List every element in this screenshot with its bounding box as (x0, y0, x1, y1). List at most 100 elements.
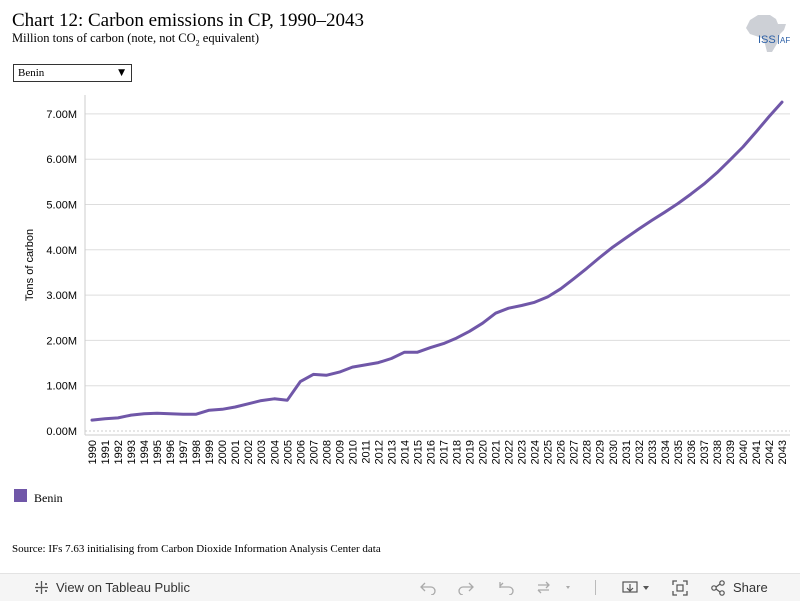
data-point[interactable] (481, 321, 485, 325)
x-tick-label: 2031 (621, 440, 633, 464)
legend-label-benin: Benin (34, 491, 63, 505)
data-point[interactable] (389, 357, 393, 361)
refresh-icon[interactable] (535, 580, 575, 595)
data-point[interactable] (546, 295, 550, 299)
axes (84, 95, 790, 436)
data-point[interactable] (728, 158, 732, 162)
y-tick-label: 6.00M (46, 154, 77, 166)
x-tick-label: 2043 (777, 440, 789, 464)
data-point[interactable] (559, 287, 563, 291)
data-point[interactable] (376, 361, 380, 365)
data-point[interactable] (142, 412, 146, 416)
data-point[interactable] (272, 397, 276, 401)
y-tick-label: 5.00M (46, 200, 77, 212)
y-tick-labels: 0.00M 1.00M 2.00M 3.00M 4.00M 5.00M 6.00M 7.00M (46, 109, 77, 438)
data-point[interactable] (220, 407, 224, 411)
revert-icon[interactable] (497, 580, 515, 595)
data-point[interactable] (780, 100, 784, 104)
line-chart: 0.00M 1.00M 2.00M 3.00M 4.00M 5.00M 6.00M 7.00M… (24, 95, 790, 464)
data-point[interactable] (337, 370, 341, 374)
data-point[interactable] (428, 346, 432, 350)
data-point[interactable] (533, 300, 537, 304)
data-point[interactable] (702, 182, 706, 186)
data-point[interactable] (585, 266, 589, 270)
x-tick-label: 2032 (634, 440, 646, 464)
y-axis-label: Tons of carbon (24, 229, 36, 301)
toolbar-separator (595, 580, 596, 595)
data-point[interactable] (468, 329, 472, 333)
data-point[interactable] (90, 418, 94, 422)
data-point[interactable] (663, 210, 667, 214)
x-tick-label: 1990 (87, 440, 99, 464)
data-point[interactable] (676, 202, 680, 206)
x-tick-label: 2026 (556, 440, 568, 464)
tableau-logo-icon[interactable] (34, 580, 49, 595)
data-point[interactable] (285, 398, 289, 402)
fullscreen-icon[interactable] (672, 580, 688, 596)
data-point[interactable] (637, 227, 641, 231)
data-point[interactable] (650, 218, 654, 222)
share-button[interactable]: Share (733, 580, 768, 595)
data-point[interactable] (754, 130, 758, 134)
data-point[interactable] (507, 306, 511, 310)
data-point[interactable] (207, 408, 211, 412)
x-tick-label: 2042 (764, 440, 776, 464)
data-point[interactable] (624, 236, 628, 240)
x-tick-label: 1999 (204, 440, 216, 464)
data-point[interactable] (402, 350, 406, 354)
x-tick-label: 2039 (725, 440, 737, 464)
share-icon[interactable] (710, 580, 726, 596)
data-point[interactable] (259, 399, 263, 403)
data-point[interactable] (520, 304, 524, 308)
data-point[interactable] (715, 171, 719, 175)
view-on-tableau-public-link[interactable]: View on Tableau Public (56, 580, 190, 595)
logo-text: ISS (758, 34, 776, 46)
undo-icon[interactable] (419, 580, 437, 595)
x-tick-label: 2016 (425, 440, 437, 464)
x-tick-label: 2012 (373, 440, 385, 464)
data-point[interactable] (116, 416, 120, 420)
data-point[interactable] (598, 256, 602, 260)
data-point[interactable] (415, 350, 419, 354)
x-tick-label: 2020 (478, 440, 490, 464)
data-point[interactable] (455, 336, 459, 340)
x-tick-label: 2021 (491, 440, 503, 464)
data-point[interactable] (155, 411, 159, 415)
redo-icon[interactable] (457, 580, 475, 595)
data-point[interactable] (324, 373, 328, 377)
data-point[interactable] (494, 311, 498, 315)
data-point[interactable] (689, 192, 693, 196)
x-tick-label: 2011 (360, 440, 372, 464)
series-line-benin[interactable] (90, 100, 784, 422)
x-tick-label: 1997 (178, 440, 190, 464)
chart-subtitle: Million tons of carbon (note, not CO2 eq… (12, 31, 259, 51)
x-tick-label: 2000 (217, 440, 229, 464)
data-point[interactable] (233, 405, 237, 409)
x-tick-label: 2002 (243, 440, 255, 464)
data-point[interactable] (194, 412, 198, 416)
x-tick-label: 2027 (569, 440, 581, 464)
data-point[interactable] (181, 412, 185, 416)
x-tick-label: 1994 (139, 440, 151, 464)
data-point[interactable] (311, 372, 315, 376)
data-point[interactable] (442, 342, 446, 346)
download-icon[interactable] (622, 580, 652, 595)
data-point[interactable] (363, 363, 367, 367)
y-tick-label: 3.00M (46, 290, 77, 302)
data-point[interactable] (350, 365, 354, 369)
data-point[interactable] (129, 413, 133, 417)
country-filter-dropdown[interactable]: Benin ▼ (13, 64, 132, 82)
data-point[interactable] (246, 402, 250, 406)
data-point[interactable] (103, 417, 107, 421)
data-point[interactable] (168, 412, 172, 416)
data-point[interactable] (767, 115, 771, 119)
data-point[interactable] (741, 145, 745, 149)
data-point[interactable] (298, 380, 302, 384)
data-point[interactable] (572, 277, 576, 281)
data-point[interactable] (611, 245, 615, 249)
x-tick-label: 2013 (386, 440, 398, 464)
x-tick-label: 2025 (543, 440, 555, 464)
x-tick-labels: 1990 1991 1992 1993 1994 1995 1996 1997 1998 1999… (87, 440, 789, 464)
x-tick-label: 2036 (686, 440, 698, 464)
x-tick-label: 2019 (465, 440, 477, 464)
